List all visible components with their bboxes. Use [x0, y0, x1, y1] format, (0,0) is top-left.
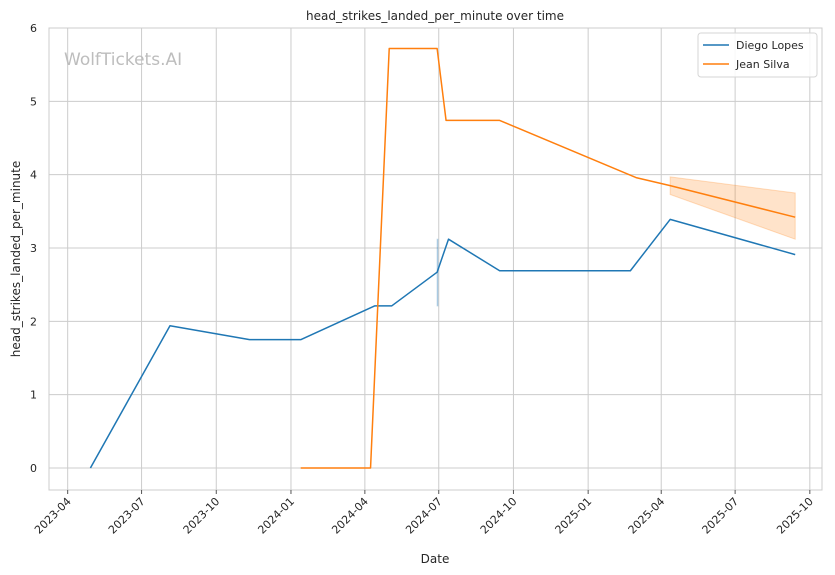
legend-label-jean-silva: Jean Silva: [735, 58, 790, 71]
y-tick-label: 6: [30, 22, 37, 35]
legend: Diego Lopes Jean Silva: [697, 32, 818, 78]
x-tick-label: 2024-01: [255, 495, 297, 537]
y-axis-title: head_strikes_landed_per_minute: [9, 161, 23, 358]
x-tick-label: 2025-04: [626, 495, 668, 537]
chart-title: head_strikes_landed_per_minute over time: [306, 9, 564, 23]
y-axis-ticks: 0 1 2 3 4 5 6: [30, 22, 37, 475]
y-tick-label: 2: [30, 315, 37, 328]
watermark-text: WolfTickets.AI: [64, 50, 182, 70]
x-tick-label: 2024-07: [403, 495, 445, 537]
x-tick-label: 2025-01: [553, 495, 595, 537]
y-tick-label: 5: [30, 95, 37, 108]
grid: [49, 27, 822, 490]
series-lines: [89, 47, 796, 469]
plot-background: [49, 28, 822, 490]
x-tick-label: 2025-07: [700, 495, 742, 537]
x-axis-title: Date: [421, 552, 450, 566]
y-tick-label: 3: [30, 242, 37, 255]
y-tick-label: 0: [30, 462, 37, 475]
series-line-diego-lopes: [89, 218, 796, 469]
x-tick-label: 2024-04: [329, 495, 371, 537]
x-axis-ticks: 2023-04 2023-07 2023-10 2024-01 2024-04 2024-…: [32, 490, 816, 537]
x-tick-label: 2024-10: [478, 495, 520, 537]
x-tick-label: 2023-07: [106, 495, 148, 537]
confidence-band-jean-silva: [669, 176, 796, 240]
x-tick-label: 2023-10: [181, 495, 223, 537]
plot-frame: [48, 27, 823, 491]
series-line-jean-silva: [300, 47, 796, 469]
legend-label-diego-lopes: Diego Lopes: [736, 39, 804, 52]
legend-box: [697, 32, 818, 78]
x-tick-label: 2025-10: [774, 495, 816, 537]
y-tick-label: 1: [30, 389, 37, 402]
y-tick-label: 4: [30, 169, 37, 182]
x-tick-label: 2023-04: [32, 495, 74, 537]
